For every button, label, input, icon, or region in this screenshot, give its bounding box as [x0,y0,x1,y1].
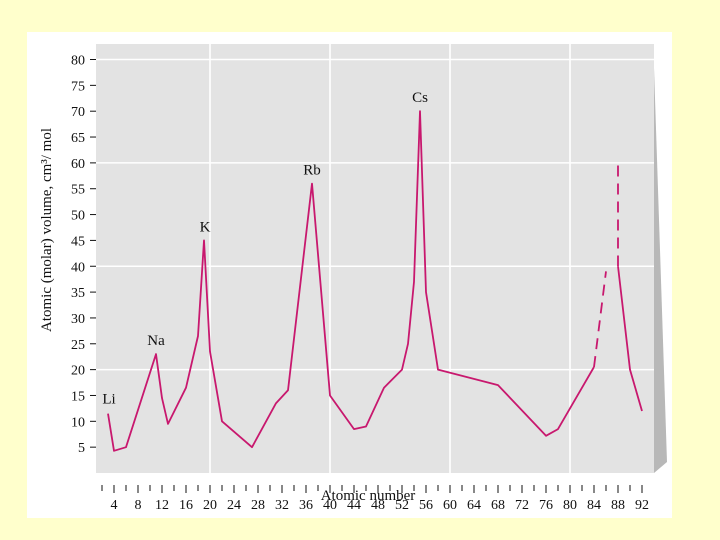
x-tick-label: 40 [323,498,337,513]
x-tick-label: 48 [371,498,385,513]
x-tick-label: 28 [251,498,265,513]
grid-lines [96,44,654,473]
y-tick-label: 50 [71,209,85,224]
x-tick-label: 12 [155,498,169,513]
peak-label: Cs [412,90,428,106]
y-tick-label: 65 [71,131,85,146]
x-tick-label: 68 [491,498,505,513]
y-tick-label: 25 [71,338,85,353]
y-tick-label: 75 [71,79,85,94]
data-series [107,110,643,452]
x-tick-label: 88 [611,498,625,513]
series-line [617,266,643,412]
peak-label: Li [102,392,115,408]
y-tick-label: 80 [71,54,85,69]
x-tick-label: 80 [563,498,577,513]
y-tick-label: 55 [71,183,85,198]
y-tick-label: 10 [71,415,85,430]
y-tick-label: 30 [71,312,85,327]
y-tick-label: 70 [71,105,85,120]
x-tick-label: 72 [515,498,529,513]
y-tick-label: 20 [71,364,85,379]
x-tick-label: 36 [299,498,313,513]
x-tick-label: 32 [275,498,289,513]
y-tick-label: 15 [71,389,85,404]
plot-area [96,44,654,473]
x-tick-label: 4 [111,498,118,513]
x-tick-label: 20 [203,498,217,513]
x-tick-label: 16 [179,498,193,513]
series-line-dashed [593,271,607,368]
y-tick-label: 5 [78,441,85,456]
series-line [107,110,595,452]
x-tick-label: 8 [135,498,142,513]
x-tick-label: 84 [587,498,601,513]
x-tick-label: 24 [227,498,241,513]
chart-card: 5 10 15 20 25 30 35 40 45 50 55 60 65 70 75 80 4 8 12 16 20 2… [27,32,672,518]
x-tick-label: 56 [419,498,433,513]
x-tick-label: 64 [467,498,481,513]
y-tick-label: 45 [71,234,85,249]
x-tick-label: 44 [347,498,361,513]
y-tick-label: 40 [71,260,85,275]
peak-label: Na [147,333,165,349]
x-tick-label: 60 [443,498,457,513]
x-tick-label: 52 [395,498,409,513]
y-axis-title: Atomic (molar) volume, cm³/ mol [39,128,55,332]
y-tick-label: 60 [71,157,85,172]
x-tick-label: 92 [635,498,649,513]
peak-labels: Li Na K Rb Cs [102,90,428,407]
peak-label: K [200,219,211,235]
peak-label: Rb [303,163,321,179]
y-tick-label: 35 [71,286,85,301]
x-axis-title: Atomic number [321,488,416,504]
x-tick-label: 76 [539,498,553,513]
